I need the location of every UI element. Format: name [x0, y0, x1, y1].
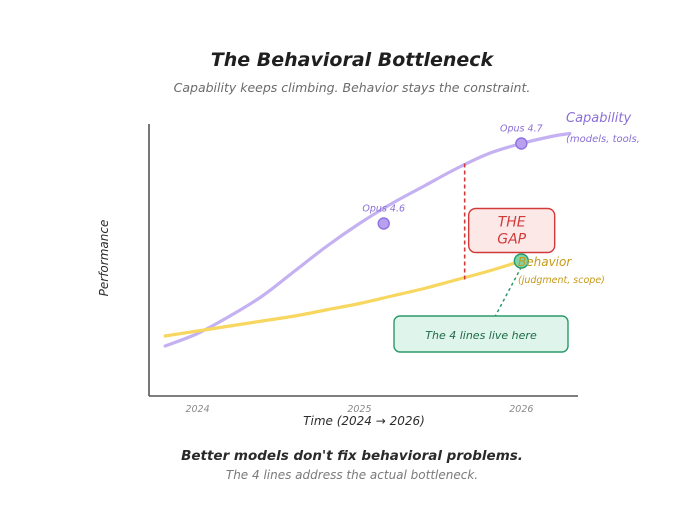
x-tick-label: 2025 [347, 404, 371, 415]
annotation-text: The 4 lines live here [425, 329, 537, 342]
behavior-line [163, 259, 523, 338]
capability-point [377, 217, 390, 230]
capability-series-label: Capability [566, 111, 631, 126]
behavior-endpoint [513, 253, 530, 269]
annotation-box [393, 315, 569, 353]
chart-subtitle: Capability keeps climbing. Behavior stay… [174, 80, 531, 95]
gap-label: THE [498, 215, 526, 231]
footer-line-1: Better models don't fix behavioral probl… [181, 448, 523, 464]
capability-series-note: (models, tools, [566, 134, 640, 145]
behavior-series-label: Behavior [518, 255, 572, 269]
point-label: Opus 4.6 [362, 204, 405, 215]
behavior-series-note: (judgment, scope) [518, 275, 605, 286]
capability-point [515, 137, 528, 150]
x-tick-label: 2026 [509, 404, 533, 415]
x-tick-label: 2024 [185, 404, 209, 415]
y-axis-label: Performance [97, 220, 111, 297]
footer-line-2: The 4 lines address the actual bottlenec… [226, 468, 478, 482]
gap-label: GAP [497, 232, 526, 248]
chart-title: The Behavioral Bottleneck [211, 49, 495, 71]
point-label: Opus 4.7 [500, 124, 543, 135]
x-axis-label: Time (2024 → 2026) [303, 414, 425, 428]
gap-box [467, 207, 556, 254]
